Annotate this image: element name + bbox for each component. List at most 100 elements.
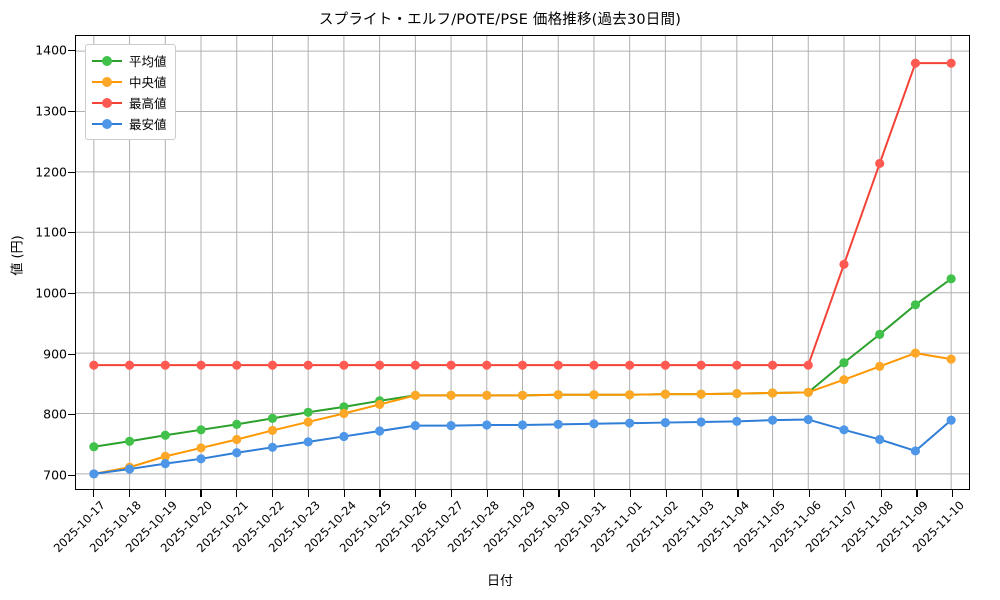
data-point — [160, 451, 170, 461]
x-axis-tick-mark — [880, 490, 882, 497]
data-point — [267, 442, 278, 452]
data-point — [303, 437, 313, 447]
x-axis-tick-mark — [808, 490, 811, 497]
data-point — [303, 360, 313, 370]
data-series-layer — [89, 58, 956, 479]
data-point — [196, 454, 206, 464]
x-axis-tick-mark — [916, 490, 918, 497]
y-axis-tick-mark — [68, 474, 75, 477]
data-point — [196, 443, 206, 453]
data-point — [375, 399, 385, 410]
data-point — [89, 469, 99, 479]
data-point — [946, 58, 956, 68]
data-point — [89, 360, 99, 370]
data-point — [553, 390, 563, 400]
data-point — [946, 354, 956, 364]
data-point — [303, 417, 313, 427]
x-axis-tick-mark — [629, 490, 632, 497]
data-point — [839, 358, 849, 368]
data-point — [124, 464, 135, 474]
data-point — [625, 360, 635, 370]
data-point — [303, 407, 313, 417]
data-point — [910, 348, 921, 358]
data-point — [732, 416, 742, 426]
data-point — [803, 360, 813, 370]
series-最安値 — [89, 414, 956, 479]
data-point — [196, 360, 206, 370]
data-point — [446, 421, 456, 431]
data-point — [696, 360, 706, 370]
data-point — [589, 390, 599, 400]
data-point — [375, 360, 385, 370]
plot-area — [75, 35, 970, 490]
y-axis-tick-label: 1300 — [35, 103, 67, 119]
x-axis-tick-mark — [952, 490, 954, 497]
data-point — [482, 360, 492, 370]
data-point — [875, 329, 885, 339]
legend-label: 中央値 — [129, 75, 167, 90]
data-point — [339, 408, 349, 419]
data-point — [160, 360, 170, 370]
legend-swatch-icon — [92, 117, 122, 131]
y-axis-tick-label: 800 — [43, 406, 67, 422]
data-point — [339, 431, 349, 442]
data-point — [160, 430, 170, 440]
data-point — [910, 446, 921, 456]
data-point — [267, 413, 278, 423]
data-point — [446, 390, 456, 400]
legend-swatch-icon — [92, 54, 122, 68]
data-point — [732, 360, 742, 370]
x-axis-tick-mark — [701, 490, 703, 497]
x-axis-tick-mark — [665, 490, 667, 497]
data-point — [375, 426, 385, 436]
x-axis-tick-mark — [450, 490, 453, 497]
legend-item-平均値[interactable]: 平均値 — [92, 50, 167, 71]
legend-item-最安値[interactable]: 最安値 — [92, 113, 167, 134]
data-point — [625, 390, 635, 400]
data-point — [410, 390, 420, 400]
chart-title: スプライト・エルフ/POTE/PSE 価格推移(過去30日間) — [318, 12, 682, 28]
data-point — [232, 434, 242, 445]
y-axis-tick-mark — [68, 414, 75, 416]
data-point — [696, 417, 706, 427]
legend-label: 平均値 — [129, 54, 167, 69]
data-point — [196, 425, 206, 435]
legend-swatch-icon — [92, 75, 122, 89]
legend-label: 最高値 — [129, 96, 167, 111]
legend-item-中央値[interactable]: 中央値 — [92, 71, 167, 92]
y-axis-tick-mark — [68, 292, 75, 295]
y-axis-tick-mark — [68, 110, 75, 113]
y-axis-tick-label: 1400 — [35, 42, 67, 58]
data-point — [267, 425, 278, 435]
data-point — [267, 360, 278, 370]
data-point — [875, 158, 885, 169]
data-point — [517, 390, 528, 400]
x-axis-tick-mark — [164, 490, 166, 497]
y-axis-tick-label: 700 — [43, 467, 67, 483]
y-axis-tick-label: 900 — [43, 346, 67, 361]
series-line — [92, 62, 953, 367]
x-axis-tick-mark — [307, 490, 309, 497]
data-point — [803, 414, 813, 425]
x-axis-label: 日付 — [486, 574, 513, 589]
data-point — [767, 360, 778, 370]
y-axis-tick-labels: 700 800 900 1000 1100 1200 1300 1400 — [0, 35, 67, 490]
data-point — [732, 388, 742, 399]
x-axis-tick-mark — [343, 490, 345, 497]
series-最高値 — [89, 58, 956, 370]
x-axis-tick-mark — [522, 490, 524, 497]
legend-swatch-icon — [92, 96, 122, 110]
data-point — [232, 448, 242, 458]
data-point — [589, 360, 599, 370]
chart-legend: 平均値中央値最高値最安値 — [85, 44, 176, 140]
data-point — [839, 425, 849, 435]
x-axis-tick-labels: 2025-10-17 2025-10-18 2025-10-19 2025-10-20… — [51, 498, 970, 568]
y-axis-tick-label: 1100 — [35, 224, 67, 240]
data-point — [839, 259, 849, 269]
legend-item-最高値[interactable]: 最高値 — [92, 92, 167, 113]
x-axis-tick-mark — [773, 490, 775, 497]
data-point — [946, 415, 956, 425]
x-axis-tick-mark — [379, 490, 381, 497]
x-axis-tick-mark — [271, 490, 274, 497]
